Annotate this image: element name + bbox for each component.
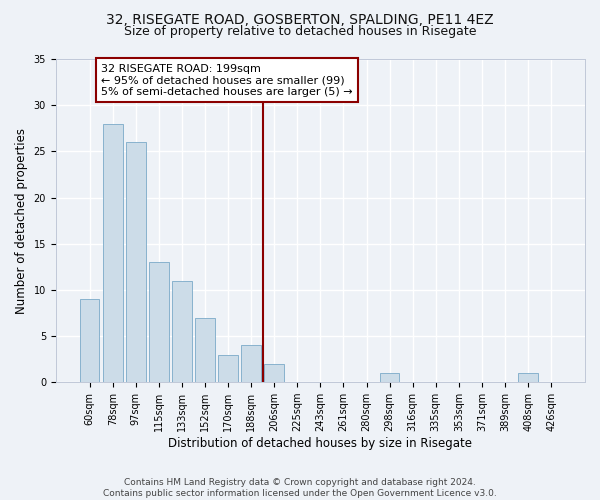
Bar [149,262,169,382]
Bar [172,280,192,382]
Bar [195,318,215,382]
Bar [518,373,538,382]
Y-axis label: Number of detached properties: Number of detached properties [15,128,28,314]
Bar [380,373,400,382]
Bar [126,142,146,382]
Bar [80,299,100,382]
Bar [103,124,122,382]
Text: 32, RISEGATE ROAD, GOSBERTON, SPALDING, PE11 4EZ: 32, RISEGATE ROAD, GOSBERTON, SPALDING, … [106,12,494,26]
X-axis label: Distribution of detached houses by size in Risegate: Distribution of detached houses by size … [169,437,472,450]
Text: Size of property relative to detached houses in Risegate: Size of property relative to detached ho… [124,25,476,38]
Text: Contains HM Land Registry data © Crown copyright and database right 2024.
Contai: Contains HM Land Registry data © Crown c… [103,478,497,498]
Bar [265,364,284,382]
Bar [218,354,238,382]
Text: 32 RISEGATE ROAD: 199sqm
← 95% of detached houses are smaller (99)
5% of semi-de: 32 RISEGATE ROAD: 199sqm ← 95% of detach… [101,64,353,97]
Bar [241,346,261,382]
